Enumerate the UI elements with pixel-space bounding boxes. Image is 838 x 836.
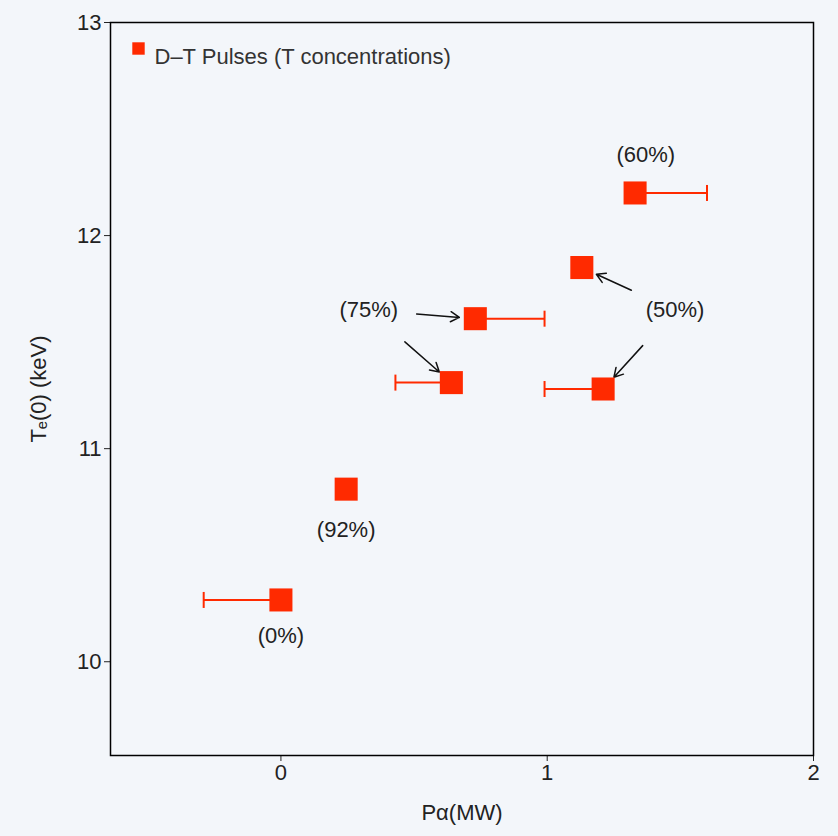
svg-text:(0%): (0%) (258, 623, 304, 648)
svg-text:10: 10 (77, 649, 101, 674)
svg-text:D–T Pulses (T concentrations): D–T Pulses (T concentrations) (155, 44, 451, 69)
svg-text:13: 13 (77, 10, 101, 35)
svg-text:(92%): (92%) (317, 517, 376, 542)
svg-text:Tₑ(0) (keV): Tₑ(0) (keV) (26, 335, 51, 442)
svg-text:2: 2 (807, 760, 819, 785)
svg-text:(50%): (50%) (646, 297, 705, 322)
svg-text:(60%): (60%) (616, 142, 675, 167)
svg-text:0: 0 (275, 760, 287, 785)
svg-text:12: 12 (77, 223, 101, 248)
svg-text:1: 1 (541, 760, 553, 785)
svg-text:11: 11 (79, 436, 102, 461)
svg-text:Pα(MW): Pα(MW) (421, 800, 502, 825)
svg-text:(75%): (75%) (339, 297, 398, 322)
